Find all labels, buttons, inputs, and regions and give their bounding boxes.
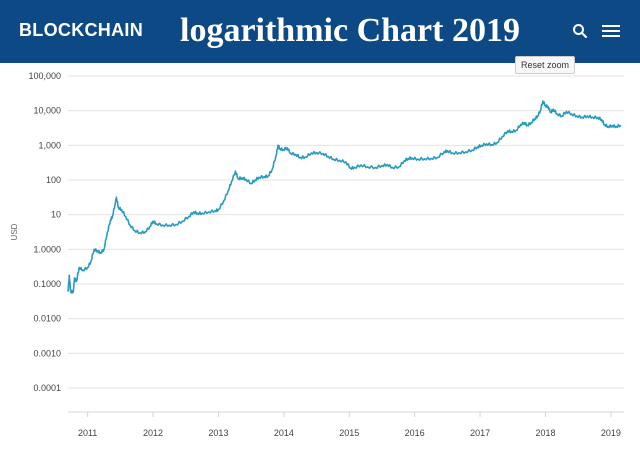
y-tick-label: 10 xyxy=(51,210,61,220)
y-tick-label: 100,000 xyxy=(28,71,61,81)
x-axis-ticks: 2011 2012 2013 2014 2015 2016 2017 2018 2019 xyxy=(78,412,621,438)
y-tick-label: 1,000 xyxy=(38,140,61,150)
hamburger-menu-icon[interactable] xyxy=(602,23,620,44)
x-tick-label: 2012 xyxy=(143,428,163,438)
y-tick-label: 1.0000 xyxy=(33,244,61,254)
x-tick-label: 2019 xyxy=(601,428,621,438)
x-tick-label: 2014 xyxy=(274,428,294,438)
gridlines xyxy=(68,75,624,413)
brand-logo[interactable]: BLOCKCHAIN xyxy=(19,20,143,40)
search-icon[interactable] xyxy=(572,23,588,44)
chart-canvas: 100,000 10,000 1,000 100 10 1.0000 0.1000 0.010… xyxy=(10,71,624,438)
y-axis-label: USD xyxy=(10,223,19,240)
y-tick-label: 0.0001 xyxy=(33,383,61,393)
x-tick-label: 2018 xyxy=(535,428,555,438)
y-tick-label: 0.0010 xyxy=(33,348,61,358)
y-tick-label: 100 xyxy=(46,175,61,185)
reset-zoom-button[interactable]: Reset zoom xyxy=(515,56,575,74)
x-tick-label: 2017 xyxy=(470,428,490,438)
price-chart: 100,000 10,000 1,000 100 10 1.0000 0.1000 0.010… xyxy=(0,63,640,451)
x-tick-label: 2013 xyxy=(208,428,228,438)
y-tick-label: 10,000 xyxy=(33,106,61,116)
top-navigation-bar: BLOCKCHAIN logarithmic Chart 2019 xyxy=(0,0,640,63)
x-tick-label: 2011 xyxy=(78,428,97,438)
page-title: logarithmic Chart 2019 xyxy=(180,12,520,49)
y-tick-label: 0.1000 xyxy=(33,279,61,289)
y-tick-label: 0.0100 xyxy=(33,314,61,324)
x-tick-label: 2016 xyxy=(405,428,425,438)
series-line-market-price[interactable] xyxy=(67,100,622,294)
x-tick-label: 2015 xyxy=(339,428,359,438)
y-axis-ticks: 100,000 10,000 1,000 100 10 1.0000 0.1000 0.010… xyxy=(28,71,61,393)
